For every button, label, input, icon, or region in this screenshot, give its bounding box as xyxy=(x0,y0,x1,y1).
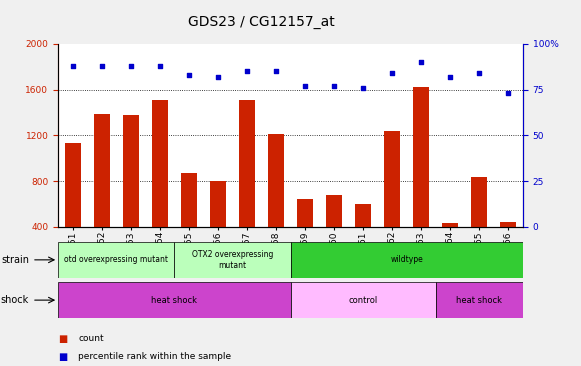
Point xyxy=(358,85,368,91)
Point xyxy=(242,68,252,74)
Bar xyxy=(326,195,342,227)
Bar xyxy=(152,100,168,227)
Bar xyxy=(94,114,110,227)
Point xyxy=(300,83,310,89)
Text: heat shock: heat shock xyxy=(151,296,198,305)
Bar xyxy=(64,143,81,227)
Text: otd overexpressing mutant: otd overexpressing mutant xyxy=(64,255,168,264)
Point xyxy=(97,63,106,69)
Text: percentile rank within the sample: percentile rank within the sample xyxy=(78,352,232,361)
Point xyxy=(417,59,426,65)
Bar xyxy=(290,282,436,318)
Bar xyxy=(413,87,429,227)
Text: count: count xyxy=(78,334,104,343)
Bar xyxy=(210,181,226,227)
Point xyxy=(446,74,455,80)
Text: ■: ■ xyxy=(58,352,67,362)
Bar xyxy=(239,100,255,227)
Bar xyxy=(471,177,487,227)
Bar xyxy=(297,199,313,227)
Point xyxy=(213,74,223,80)
Bar xyxy=(290,242,523,278)
Bar xyxy=(174,242,290,278)
Text: GDS23 / CG12157_at: GDS23 / CG12157_at xyxy=(188,15,335,29)
Bar xyxy=(436,282,523,318)
Point xyxy=(126,63,135,69)
Bar xyxy=(58,242,174,278)
Bar xyxy=(355,204,371,227)
Text: OTX2 overexpressing
mutant: OTX2 overexpressing mutant xyxy=(192,250,273,270)
Point xyxy=(329,83,339,89)
Bar xyxy=(58,282,290,318)
Point xyxy=(155,63,164,69)
Point xyxy=(271,68,281,74)
Bar xyxy=(123,115,139,227)
Point xyxy=(184,72,193,78)
Bar xyxy=(442,224,458,227)
Text: strain: strain xyxy=(1,255,29,265)
Text: control: control xyxy=(349,296,378,305)
Bar xyxy=(181,173,197,227)
Bar xyxy=(384,131,400,227)
Text: ■: ■ xyxy=(58,333,67,344)
Point xyxy=(475,70,484,76)
Bar xyxy=(500,222,517,227)
Text: shock: shock xyxy=(1,295,29,305)
Text: wildtype: wildtype xyxy=(390,255,423,264)
Point xyxy=(388,70,397,76)
Text: heat shock: heat shock xyxy=(456,296,503,305)
Bar xyxy=(268,134,284,227)
Point xyxy=(504,90,513,96)
Point xyxy=(68,63,77,69)
